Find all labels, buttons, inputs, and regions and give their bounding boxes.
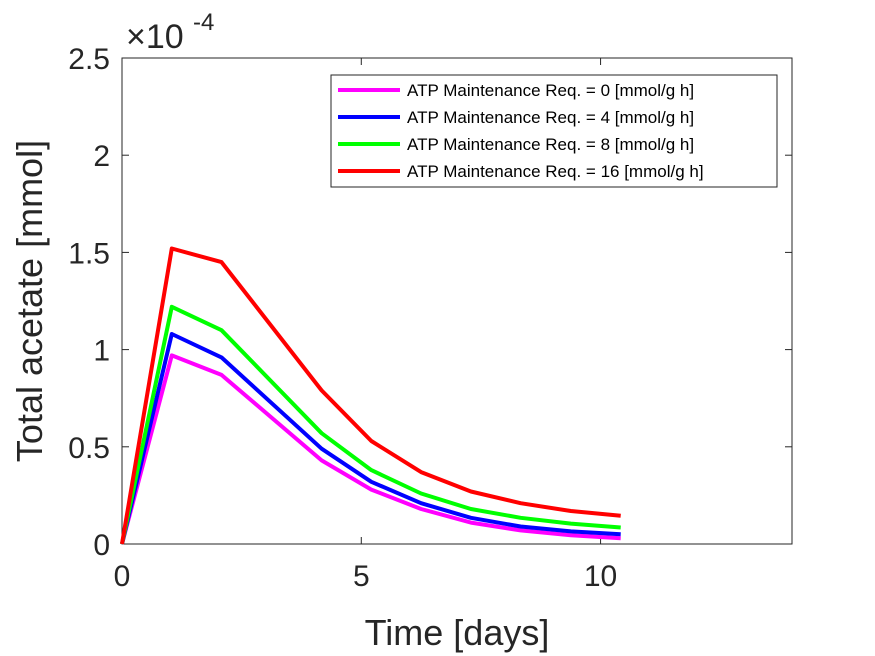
legend-label-3: ATP Maintenance Req. = 16 [mmol/g h]	[407, 162, 704, 181]
x-tick-label: 10	[584, 560, 617, 593]
series-line-0	[120, 353, 621, 545]
series-line-3	[120, 246, 621, 545]
y-tick-label: 1	[93, 335, 110, 368]
x-axis-title: Time [days]	[365, 612, 550, 653]
x-tick-label: 0	[114, 560, 131, 593]
legend-box	[330, 74, 778, 188]
legend-label-2: ATP Maintenance Req. = 8 [mmol/g h]	[407, 135, 694, 154]
y-exponent-multiplier: ×10	[126, 18, 184, 56]
legend: ATP Maintenance Req. = 0 [mmol/g h] ATP M…	[330, 74, 778, 188]
legend-label-0: ATP Maintenance Req. = 0 [mmol/g h]	[407, 81, 694, 100]
y-tick-label: 2.5	[68, 43, 110, 76]
y-tick-label: 0	[93, 529, 110, 562]
legend-label-1: ATP Maintenance Req. = 4 [mmol/g h]	[407, 108, 694, 127]
y-tick-label: 0.5	[68, 432, 110, 465]
series-line-2	[120, 304, 621, 545]
series-line-1	[120, 332, 621, 545]
y-tick-label: 2	[93, 140, 110, 173]
y-exponent-power: -4	[193, 9, 214, 36]
x-tick-label: 5	[353, 560, 370, 593]
y-tick-label: 1.5	[68, 237, 110, 270]
y-axis-title: Total acetate [mmol]	[9, 140, 50, 462]
